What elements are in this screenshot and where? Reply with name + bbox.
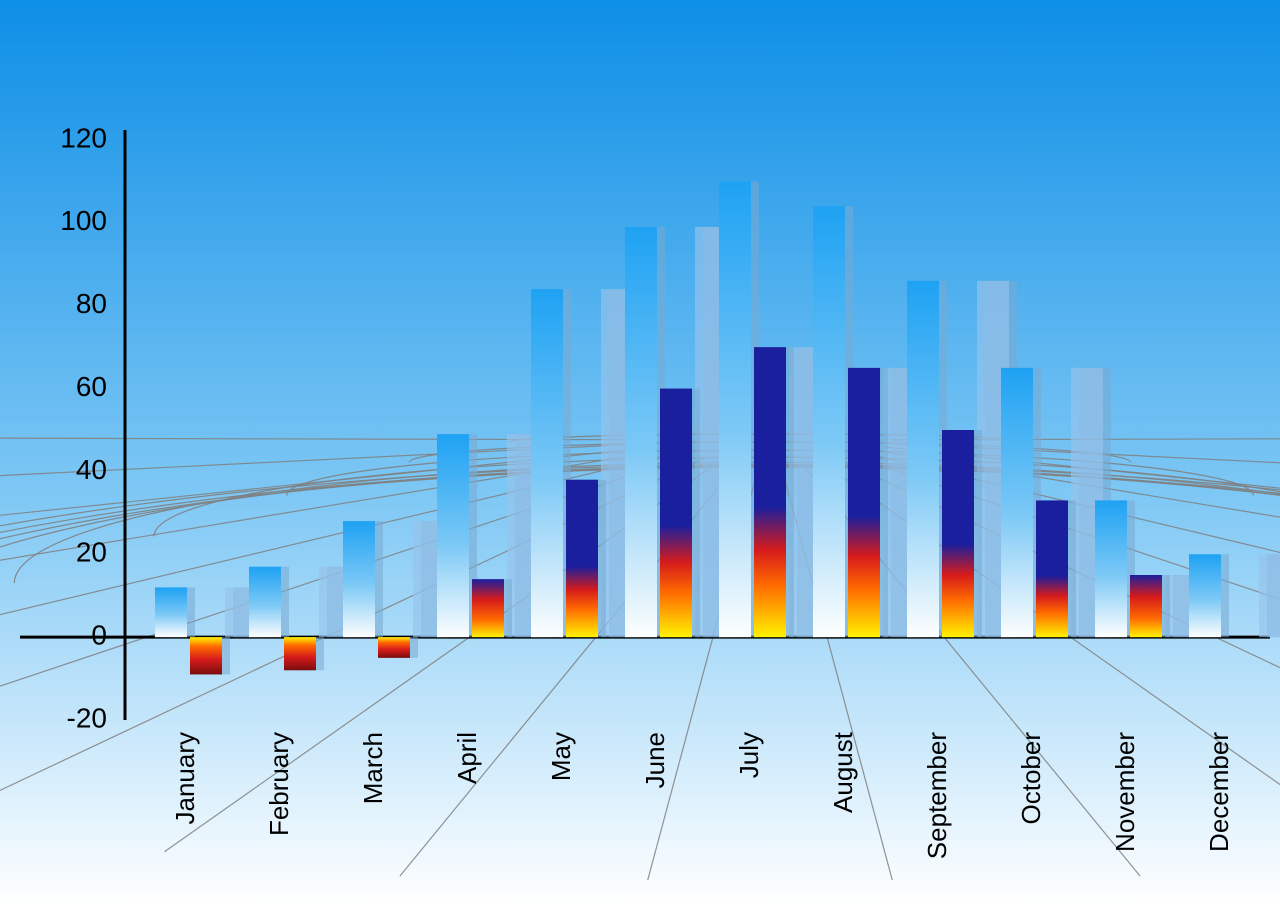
x-tick-label: September [922, 732, 952, 860]
x-tick-label: July [734, 732, 764, 778]
bar-series-b [1036, 500, 1068, 637]
y-tick-label: 40 [76, 454, 107, 485]
bar-series-a [625, 227, 657, 637]
x-tick-label: March [358, 732, 388, 804]
y-tick-label: 80 [76, 288, 107, 319]
y-tick-label: 120 [60, 122, 107, 153]
monthly-bar-chart: -20 0 20 40 60 80 100 120 January February March A… [0, 0, 1280, 905]
x-tick-label: October [1016, 732, 1046, 825]
chart-container: -20 0 20 40 60 80 100 120 January February March A… [0, 0, 1280, 905]
x-tick-label: April [452, 732, 482, 784]
bar-series-a [1189, 554, 1221, 637]
bar-series-a [1095, 500, 1127, 637]
bar-series-b [378, 637, 410, 658]
bar-series-b [754, 347, 786, 637]
bar-series-a [907, 281, 939, 637]
bar-series-a [437, 434, 469, 637]
bar-series-a [155, 587, 187, 637]
x-tick-label: November [1110, 732, 1140, 852]
x-tick-label: August [828, 731, 858, 813]
bar-series-c [1259, 554, 1280, 637]
bar-series-a [249, 567, 281, 637]
bar-series-b [284, 637, 316, 670]
bar-series-b [848, 368, 880, 637]
bar-series-b [1130, 575, 1162, 637]
bar-series-a [343, 521, 375, 637]
y-tick-label: 60 [76, 371, 107, 402]
x-tick-label: May [546, 732, 576, 781]
bar-series-b [566, 480, 598, 637]
bar-series-b [660, 389, 692, 638]
y-tick-label: -20 [67, 702, 107, 733]
bar-series-b [942, 430, 974, 637]
x-tick-label: June [640, 732, 670, 788]
bar-series-a [531, 289, 563, 637]
bar-series-a [813, 206, 845, 637]
x-tick-label: December [1204, 732, 1234, 852]
bar-series-b [190, 637, 222, 674]
y-tick-label: 100 [60, 205, 107, 236]
bar-series-a [719, 181, 751, 637]
bar-series-a [1001, 368, 1033, 637]
y-tick-label: 0 [91, 620, 107, 651]
y-tick-label: 20 [76, 537, 107, 568]
bar-series-b [472, 579, 504, 637]
x-tick-label: January [170, 732, 200, 825]
x-tick-label: February [264, 732, 294, 836]
